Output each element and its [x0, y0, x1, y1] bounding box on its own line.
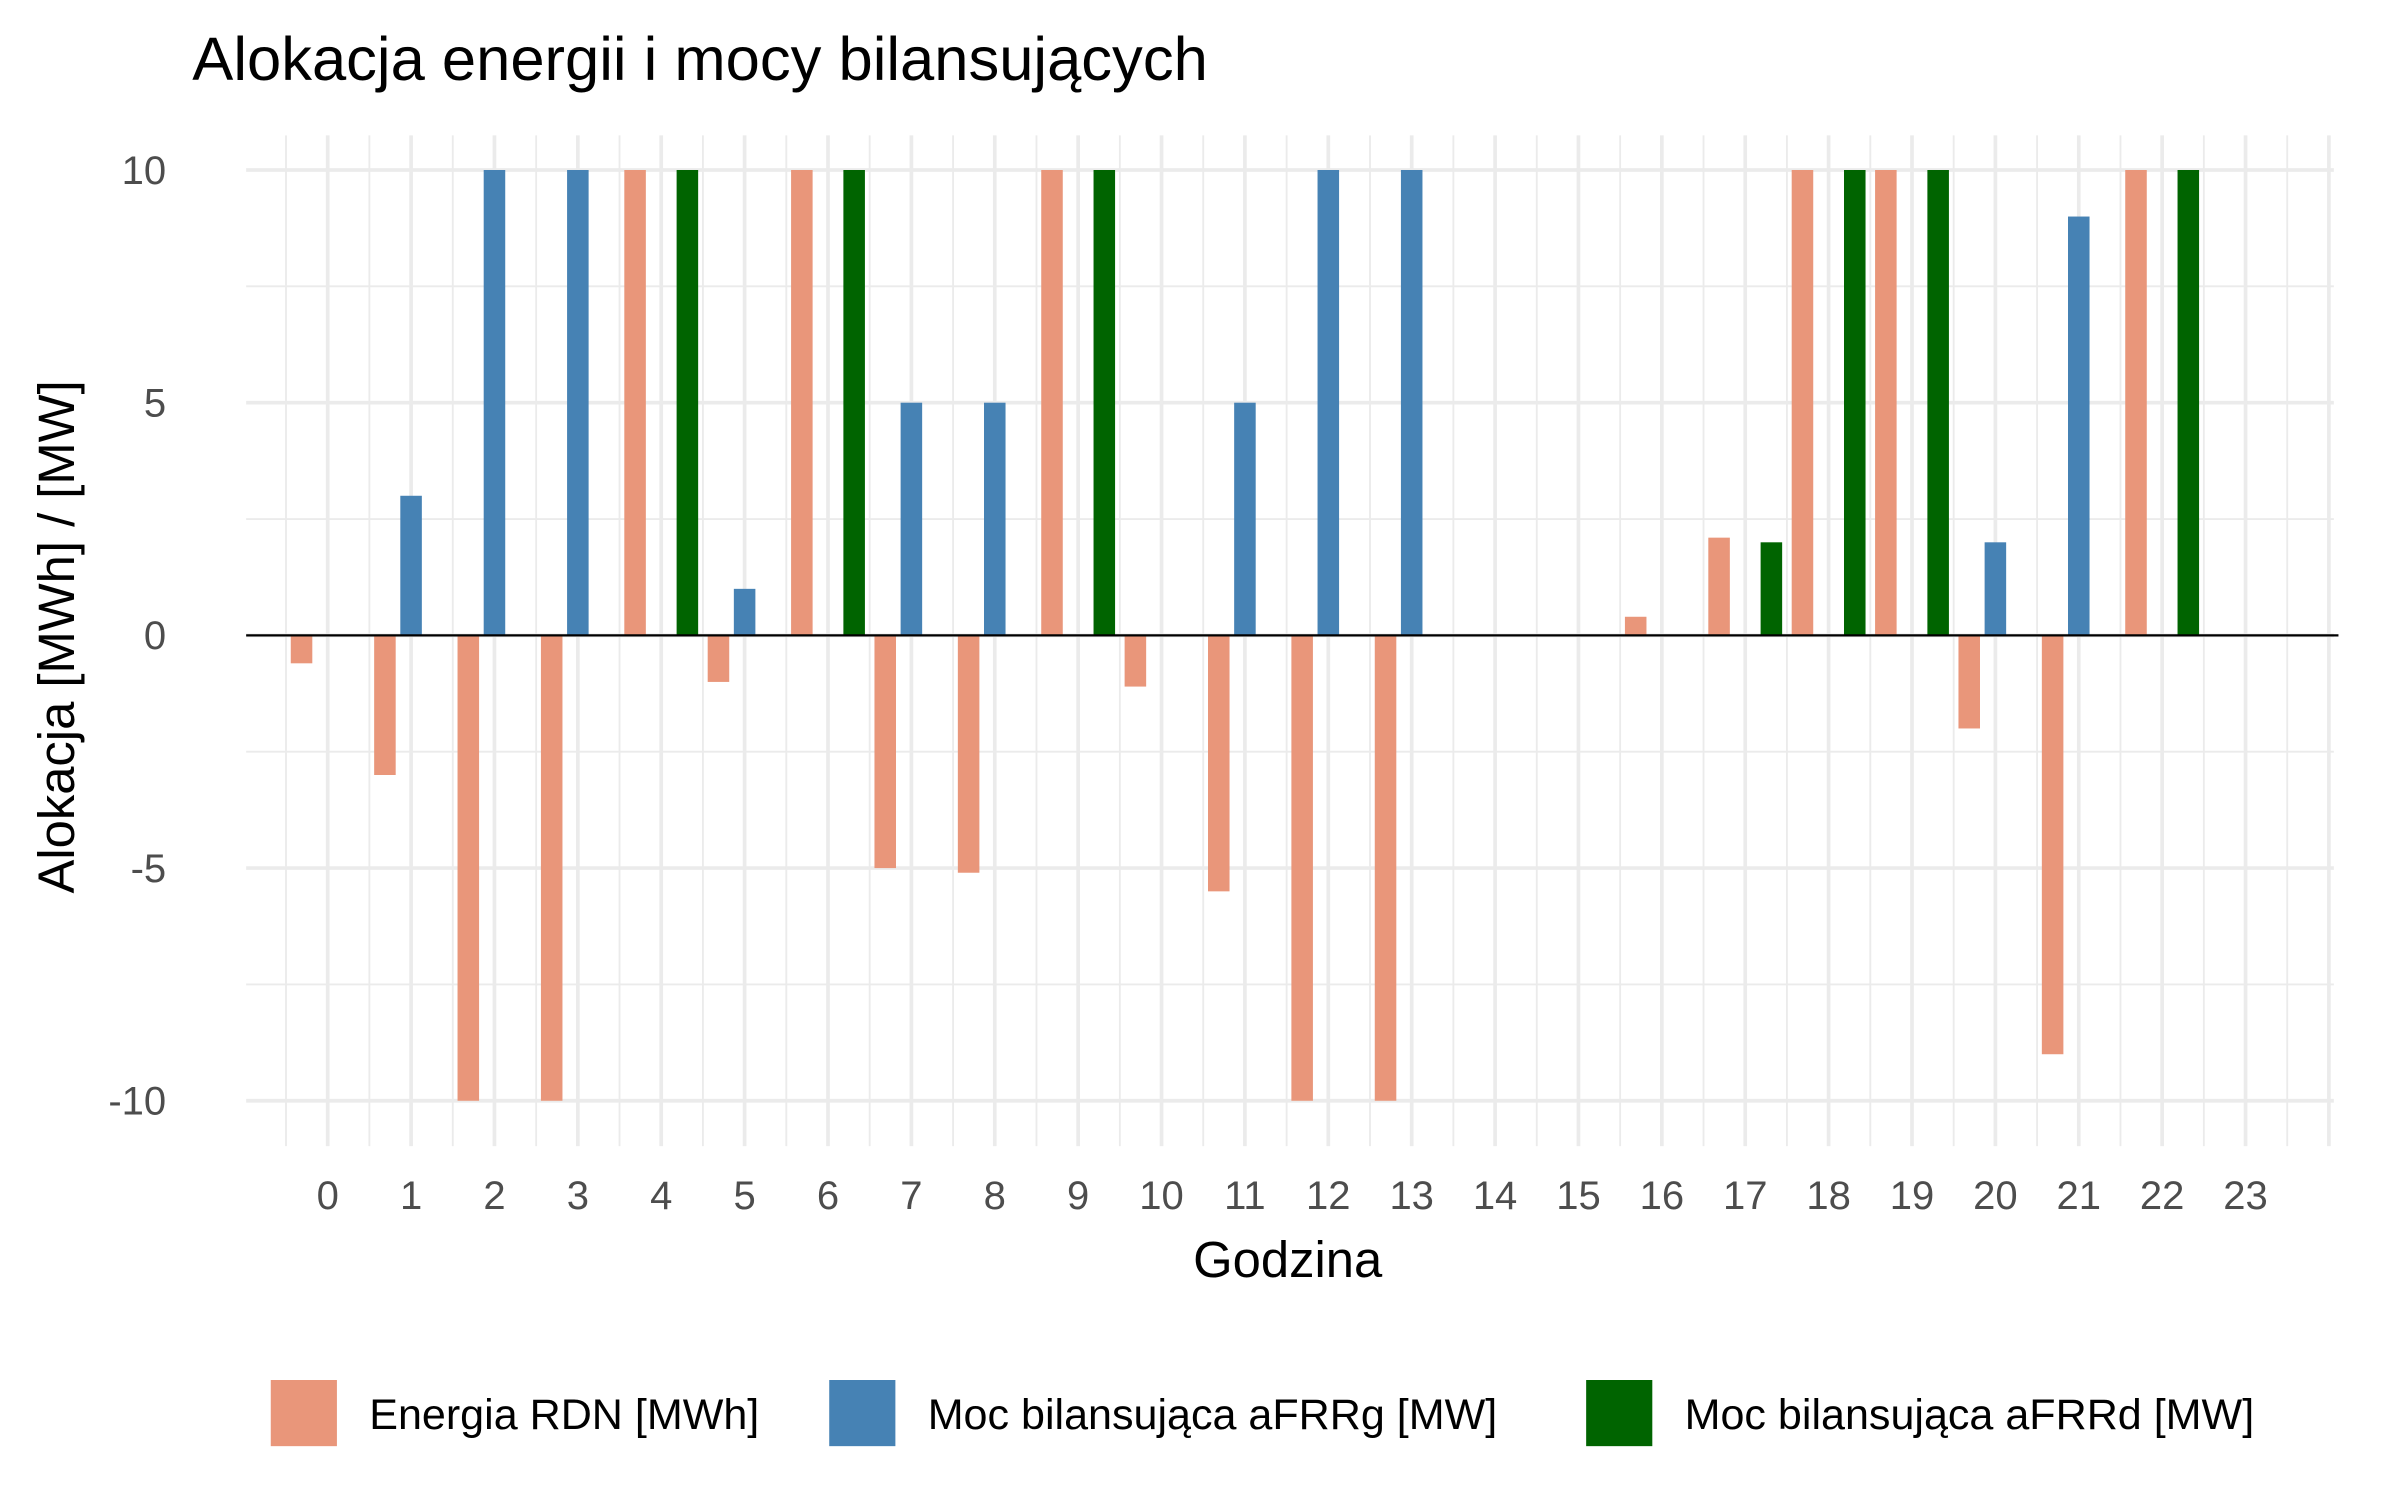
y-axis-ticks: -10 -5 0 5 10: [108, 149, 166, 1124]
bar-afrrg-hour-21: [2068, 216, 2090, 636]
bar-afrrd-hour-22: [2177, 170, 2200, 636]
x-tick-label: 8: [984, 1174, 1006, 1218]
bar-energia-hour-1: [374, 635, 396, 775]
bar-energia-hour-7: [874, 635, 897, 869]
x-axis-ticks: 0 1 2 3 4 5 6 7 8 9 10 11 12 13 14 15 16 17 18 19 20 21 22 23: [317, 1174, 2268, 1218]
bar-afrrd-hour-4: [676, 170, 699, 636]
x-tick-label: 11: [1224, 1174, 1266, 1218]
bar-afrrd-hour-9: [1093, 170, 1116, 636]
bar-energia-hour-17: [1708, 537, 1730, 636]
bars: [290, 170, 2200, 1101]
bar-afrrg-hour-12: [1317, 170, 1340, 636]
y-tick-label: -5: [131, 847, 167, 891]
legend-item: Moc bilansująca aFRRd [MW]: [1586, 1380, 2255, 1447]
x-tick-label: 12: [1306, 1174, 1350, 1218]
x-tick-label: 20: [1973, 1174, 2018, 1218]
x-tick-label: 15: [1556, 1174, 1601, 1218]
bar-afrrg-hour-11: [1234, 402, 1256, 636]
legend-item: Moc bilansująca aFRRg [MW]: [829, 1380, 1498, 1447]
x-tick-label: 16: [1640, 1174, 1685, 1218]
x-tick-label: 3: [567, 1174, 589, 1218]
y-axis-title: Alokacja [MWh] / [MW]: [28, 380, 85, 893]
x-tick-label: 19: [1890, 1174, 1935, 1218]
x-tick-label: 14: [1473, 1174, 1518, 1218]
bar-afrrg-hour-20: [1984, 542, 2007, 636]
bar-afrrg-hour-7: [900, 402, 923, 636]
bar-afrrd-hour-18: [1844, 170, 1866, 636]
legend-swatch: [270, 1380, 337, 1447]
bar-energia-hour-22: [2125, 170, 2147, 636]
x-tick-label: 13: [1389, 1174, 1434, 1218]
legend-swatch: [1586, 1380, 1653, 1447]
bar-energia-hour-12: [1291, 635, 1313, 1101]
x-tick-label: 17: [1723, 1174, 1768, 1218]
bar-energia-hour-11: [1208, 635, 1230, 892]
bar-afrrg-hour-3: [567, 170, 589, 636]
y-tick-label: 10: [122, 149, 166, 193]
bar-energia-hour-4: [624, 170, 646, 636]
bar-energia-hour-21: [2041, 635, 2064, 1055]
x-tick-label: 1: [400, 1174, 422, 1218]
y-tick-label: -10: [108, 1080, 166, 1124]
bar-energia-hour-18: [1791, 170, 1814, 636]
bar-afrrg-hour-13: [1400, 170, 1423, 636]
x-tick-label: 5: [733, 1174, 755, 1218]
bar-energia-hour-6: [791, 170, 813, 636]
bar-afrrg-hour-8: [983, 402, 1006, 636]
bar-afrrg-hour-2: [483, 170, 506, 636]
legend-label: Moc bilansująca aFRRg [MW]: [928, 1391, 1498, 1439]
bar-afrrd-hour-6: [843, 170, 865, 636]
x-tick-label: 9: [1067, 1174, 1089, 1218]
bar-energia-hour-19: [1875, 170, 1897, 636]
bar-energia-hour-3: [540, 635, 563, 1101]
x-axis-title: Godzina: [1193, 1231, 1383, 1288]
bar-energia-hour-13: [1374, 635, 1397, 1101]
bar-energia-hour-20: [1958, 635, 1980, 729]
legend-swatch: [829, 1380, 896, 1447]
x-tick-label: 18: [1806, 1174, 1851, 1218]
chart-title: Alokacja energii i mocy bilansujących: [192, 25, 1208, 94]
x-tick-label: 23: [2223, 1174, 2268, 1218]
x-tick-label: 7: [900, 1174, 922, 1218]
x-tick-label: 4: [650, 1174, 672, 1218]
grid: [246, 135, 2334, 1147]
legend-label: Moc bilansująca aFRRd [MW]: [1685, 1391, 2255, 1439]
bar-energia-hour-0: [290, 635, 313, 664]
x-tick-label: 6: [817, 1174, 839, 1218]
bar-afrrd-hour-17: [1760, 542, 1783, 636]
y-tick-label: 0: [144, 614, 166, 658]
x-tick-label: 22: [2140, 1174, 2185, 1218]
bar-afrrg-hour-1: [400, 495, 422, 636]
y-tick-label: 5: [144, 382, 166, 426]
bar-energia-hour-2: [457, 635, 480, 1101]
bar-afrrg-hour-5: [733, 588, 756, 636]
bar-energia-hour-16: [1624, 616, 1647, 636]
x-tick-label: 0: [317, 1174, 339, 1218]
legend-item: Energia RDN [MWh]: [270, 1380, 759, 1447]
bar-energia-hour-5: [707, 635, 730, 682]
x-tick-label: 2: [483, 1174, 505, 1218]
bar-energia-hour-8: [957, 635, 980, 873]
legend: Energia RDN [MWh] Moc bilansująca aFRRg […: [270, 1380, 2255, 1447]
legend-label: Energia RDN [MWh]: [369, 1391, 759, 1439]
x-tick-label: 10: [1139, 1174, 1184, 1218]
bar-energia-hour-9: [1041, 170, 1063, 636]
bar-afrrd-hour-19: [1927, 170, 1949, 636]
x-tick-label: 21: [2057, 1174, 2102, 1218]
bar-energia-hour-10: [1124, 635, 1147, 687]
